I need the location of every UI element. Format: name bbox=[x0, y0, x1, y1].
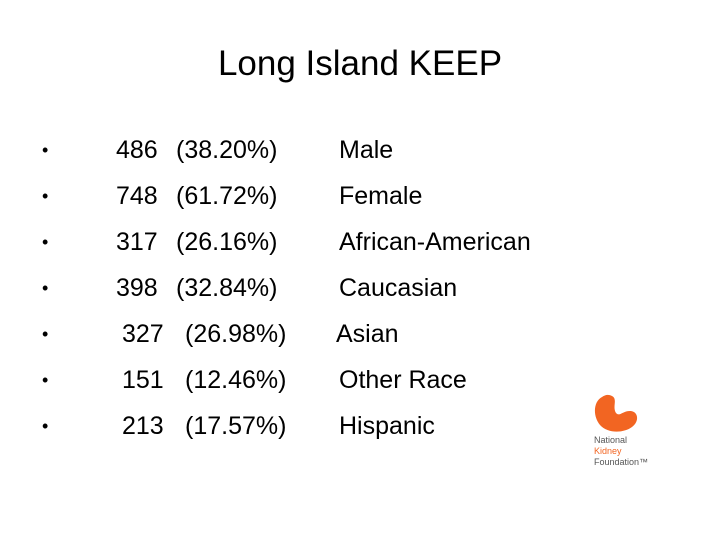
logo-text: Kidney bbox=[594, 446, 622, 456]
bullet: • bbox=[42, 324, 49, 344]
percent: (32.84%) bbox=[176, 274, 278, 302]
logo-text: National bbox=[594, 435, 628, 445]
logo: National Kidney Foundation™ bbox=[592, 393, 672, 473]
count: 398 bbox=[116, 274, 158, 302]
label: Hispanic bbox=[339, 412, 435, 440]
label: Other Race bbox=[339, 366, 467, 394]
row: • 327 (26.98%) Asian bbox=[0, 317, 600, 351]
row: • 398 (32.84%) Caucasian bbox=[0, 271, 600, 305]
bullet: • bbox=[42, 232, 49, 252]
count: 151 bbox=[122, 366, 164, 394]
bullet: • bbox=[42, 416, 49, 436]
label: Male bbox=[339, 136, 394, 164]
count: 327 bbox=[122, 320, 164, 348]
percent: (61.72%) bbox=[176, 182, 278, 210]
row: • 317 (26.16%) African-American bbox=[0, 225, 600, 259]
row: • 486 (38.20%) Male bbox=[0, 133, 600, 167]
bullet: • bbox=[42, 278, 49, 298]
label: Caucasian bbox=[339, 274, 458, 302]
percent: (26.16%) bbox=[176, 228, 278, 256]
label: Female bbox=[339, 182, 423, 210]
percent: (26.98%) bbox=[185, 320, 287, 348]
row: • 213 (17.57%) Hispanic bbox=[0, 409, 600, 443]
count: 213 bbox=[122, 412, 164, 440]
label: African-American bbox=[339, 228, 531, 256]
count: 748 bbox=[116, 182, 158, 210]
slide-title: Long Island KEEP bbox=[217, 44, 503, 83]
logo-mark bbox=[594, 394, 638, 432]
row: • 748 (61.72%) Female bbox=[0, 179, 600, 213]
count: 486 bbox=[116, 136, 158, 164]
bullet: • bbox=[42, 140, 49, 160]
percent: (12.46%) bbox=[185, 366, 287, 394]
count: 317 bbox=[116, 228, 158, 256]
bullet: • bbox=[42, 186, 49, 206]
percent: (38.20%) bbox=[176, 136, 278, 164]
bullet: • bbox=[42, 370, 49, 390]
label: Asian bbox=[336, 320, 399, 348]
percent: (17.57%) bbox=[185, 412, 287, 440]
row: • 151 (12.46%) Other Race bbox=[0, 363, 600, 397]
logo-text: Foundation™ bbox=[594, 457, 649, 467]
